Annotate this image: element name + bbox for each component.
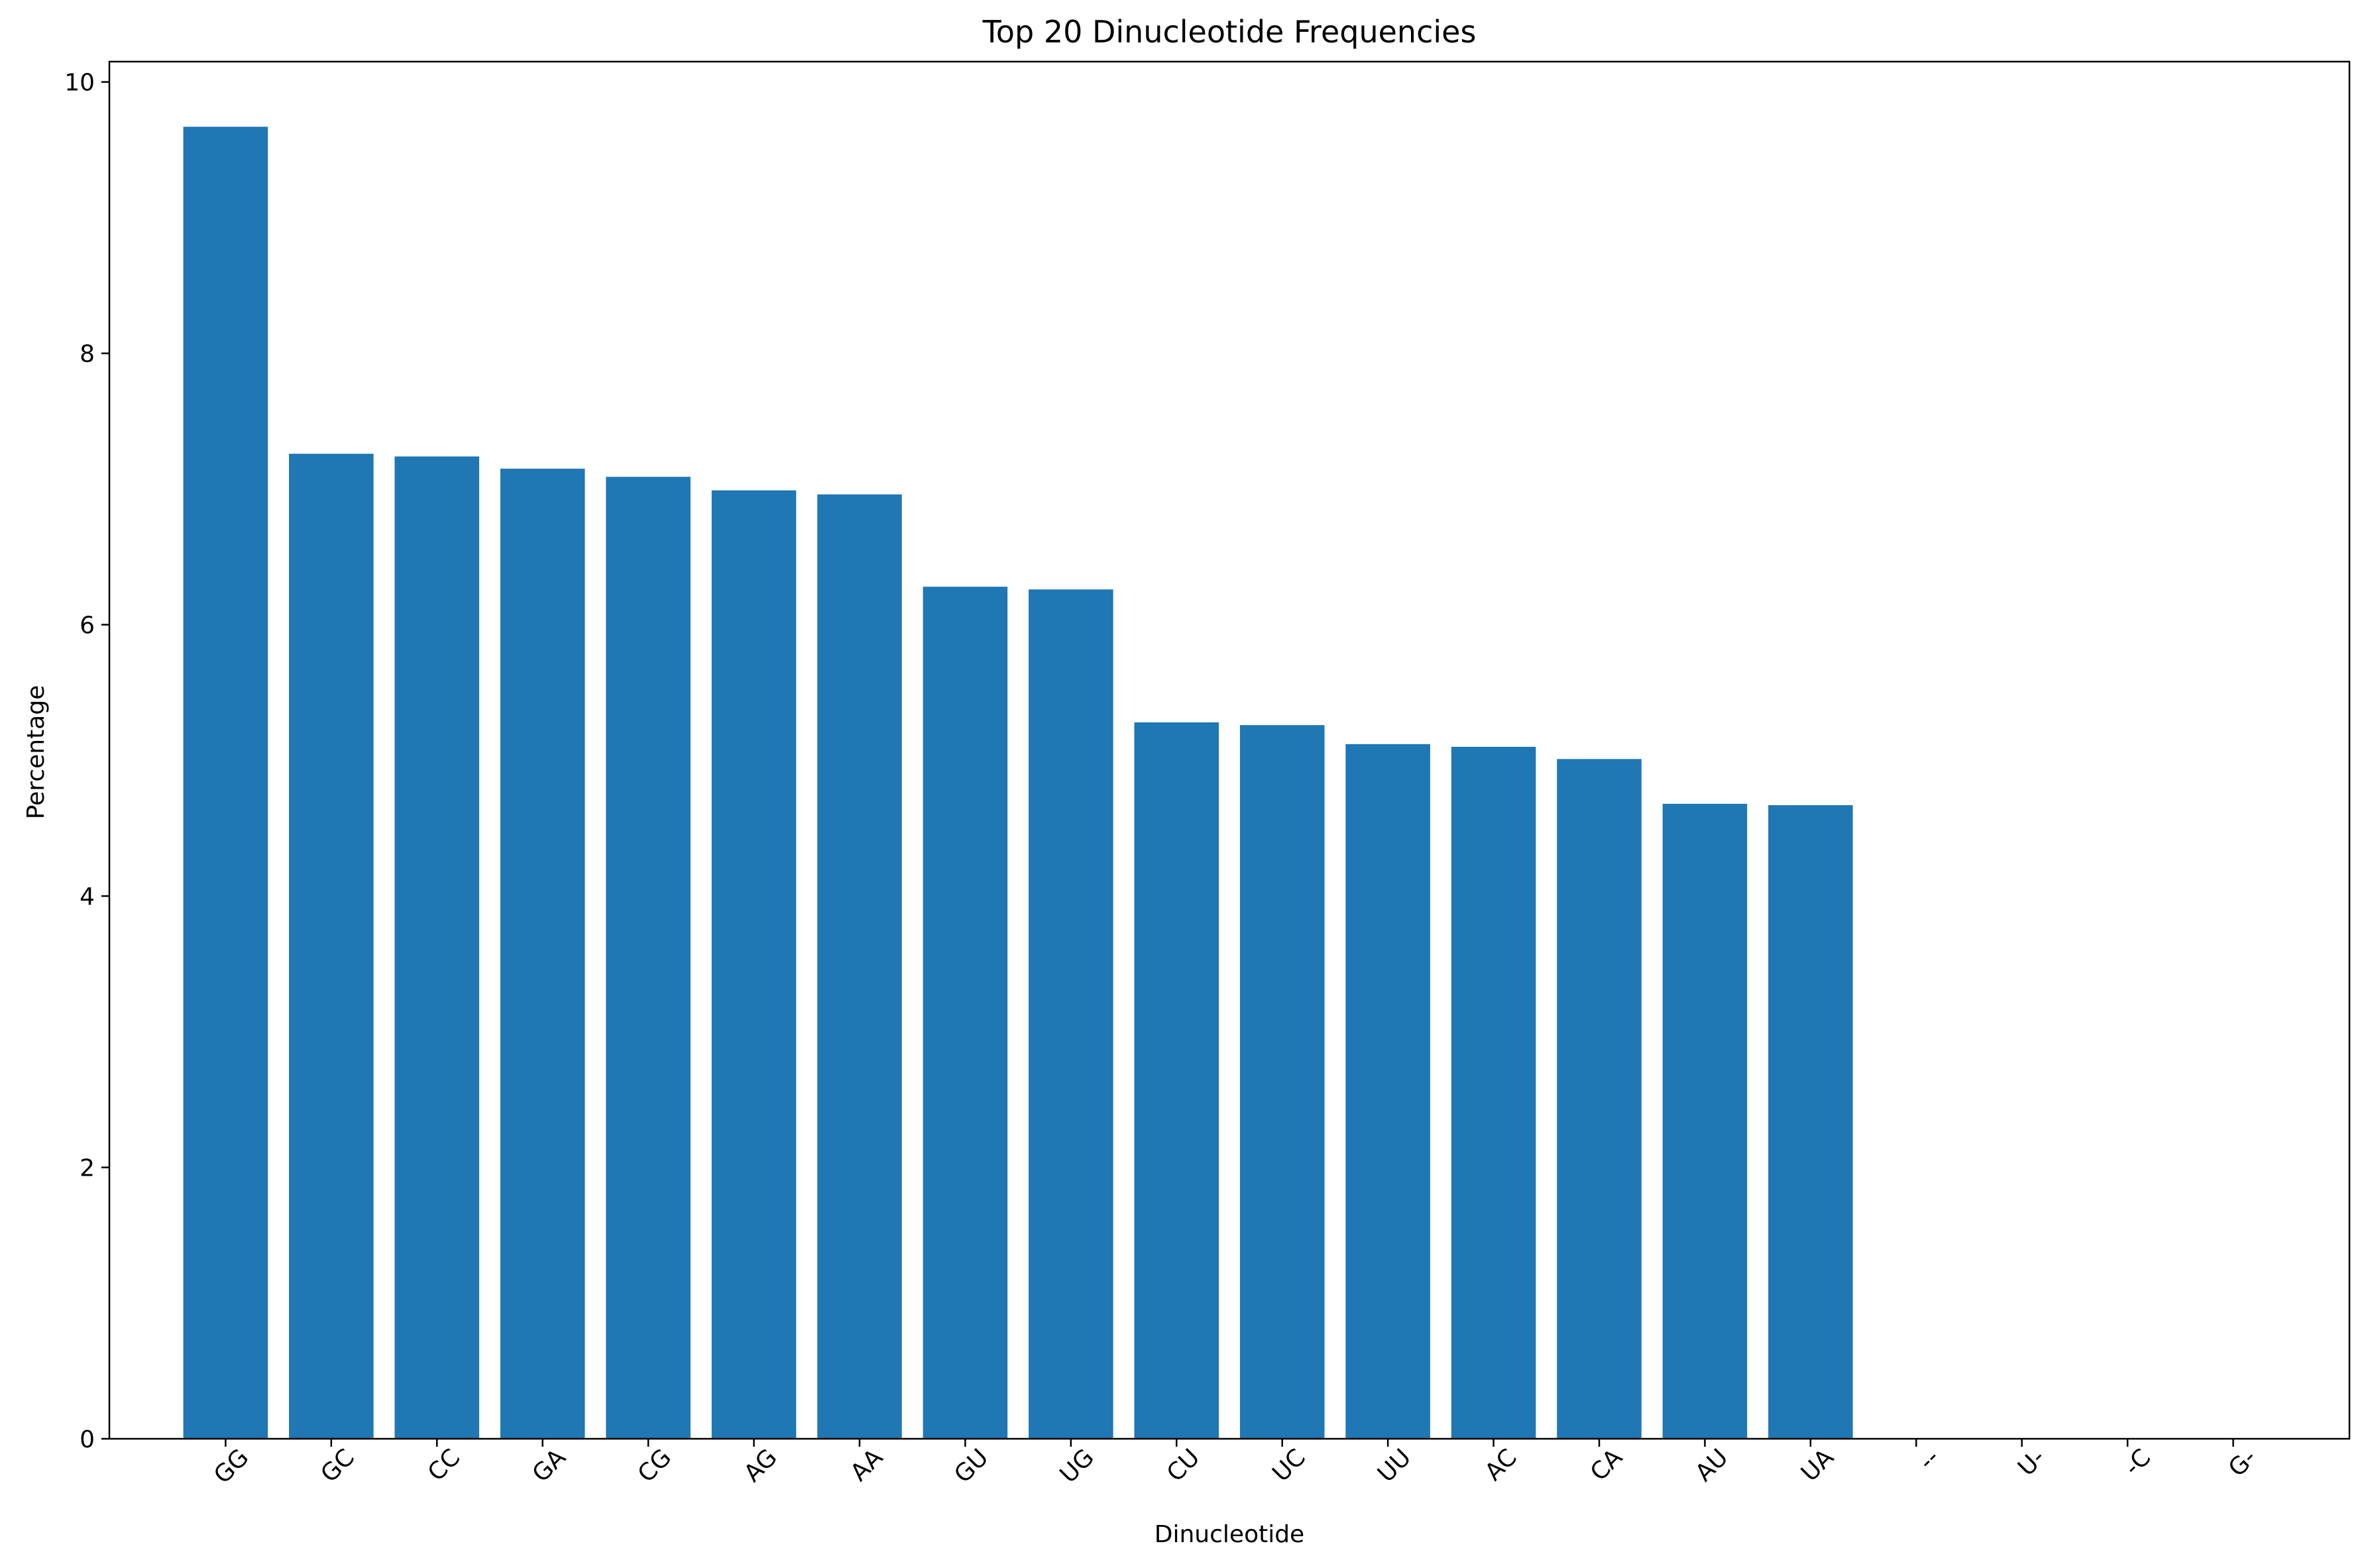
- bar-UC: [1239, 725, 1325, 1439]
- bars-layer: [183, 127, 2276, 1439]
- chart-title: Top 20 Dinucleotide Frequencies: [982, 14, 1477, 50]
- bar-GC: [289, 453, 374, 1439]
- y-tick-label: 0: [80, 1426, 95, 1453]
- y-tick-label: 6: [80, 612, 95, 640]
- bar-GG: [183, 127, 268, 1439]
- bar-AA: [817, 494, 902, 1439]
- y-axis-label: Percentage: [23, 685, 50, 820]
- bar-GA: [500, 469, 585, 1439]
- bar-CC: [394, 456, 480, 1439]
- bar-AC: [1451, 746, 1536, 1439]
- bar-CU: [1134, 722, 1219, 1439]
- x-axis-label: Dinucleotide: [1155, 1521, 1304, 1548]
- bar-AG: [711, 490, 797, 1439]
- y-tick-label: 10: [64, 70, 95, 97]
- bar-AU: [1662, 803, 1748, 1439]
- plot-frame: [108, 60, 2351, 1440]
- bar-UA: [1768, 805, 1853, 1439]
- bar-CG: [606, 476, 691, 1439]
- bar-GU: [923, 587, 1008, 1439]
- y-tick-label: 2: [80, 1155, 95, 1182]
- bar-UG: [1029, 589, 1113, 1439]
- bar-CA: [1557, 759, 1642, 1439]
- bar-UU: [1345, 744, 1430, 1439]
- y-tick-label: 4: [80, 883, 95, 911]
- y-tick-label: 8: [80, 341, 95, 368]
